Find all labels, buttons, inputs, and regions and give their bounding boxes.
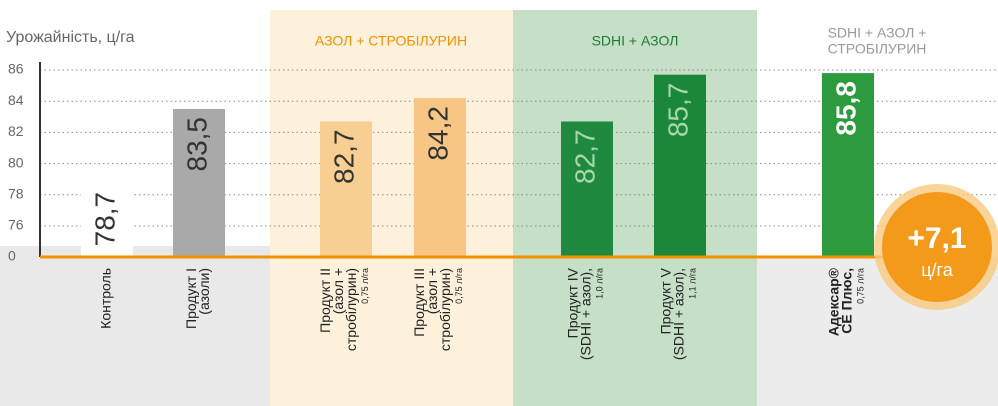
dose-label: 1,0 л/га (594, 268, 604, 299)
bar (320, 121, 372, 257)
bar (654, 74, 706, 258)
value-label: 83,5 (181, 117, 212, 172)
x-tick-label: (азол + (330, 268, 346, 314)
value-label: 84,2 (422, 106, 453, 161)
x-tick-label: Продукт V (658, 267, 674, 334)
dose-label: 0,75 л/га (855, 268, 865, 304)
y-tick-label: 80 (8, 154, 24, 170)
annotation-value: +7,1 (907, 222, 966, 255)
y-tick-label: 76 (8, 217, 24, 233)
x-tick-label: Адексар® (826, 267, 842, 336)
dose-label: 1,1 л/га (687, 268, 697, 299)
y-tick-label: 82 (8, 123, 24, 139)
y-tick-label: 86 (8, 61, 24, 77)
x-tick-label: Продукт III (411, 268, 427, 337)
value-label: 78,7 (89, 192, 120, 247)
x-tick-label: Продукт IV (565, 267, 581, 338)
x-tick-label: Продукт II (317, 268, 333, 333)
value-label: 85,7 (662, 83, 693, 137)
bar (561, 121, 613, 257)
x-tick-label: стробілурин) (437, 268, 453, 351)
value-label: 85,8 (830, 81, 861, 135)
y-tick-label: 78 (8, 186, 24, 202)
dose-label: 0,75 л/га (454, 268, 464, 304)
dose-label: 0,75 л/га (360, 268, 370, 304)
bar (822, 73, 874, 258)
x-tick-label: Контроль (98, 268, 114, 329)
x-tick-label: (азоли) (196, 268, 212, 315)
band (270, 10, 513, 406)
bar (414, 98, 466, 257)
x-tick-label: СЕ Плюс, (839, 268, 855, 334)
annotation-unit: ц/га (921, 260, 953, 280)
x-tick-label: стробілурин) (343, 268, 359, 351)
group-label: СТРОБІЛУРИН (828, 41, 927, 57)
value-label: 82,7 (569, 129, 600, 184)
x-tick-label: (SDHI + азол), (578, 268, 594, 360)
group-label: SDHI + АЗОЛ (592, 33, 679, 49)
value-label: 82,7 (328, 129, 359, 184)
y-tick-label: 0 (8, 248, 16, 264)
x-tick-label: (SDHI + азол), (671, 268, 687, 360)
bg-bottom (0, 246, 270, 406)
bar (173, 109, 225, 257)
y-axis-title: Урожайність, ц/га (6, 29, 135, 46)
badge (882, 192, 992, 302)
x-tick-label: (азол + (424, 268, 440, 314)
group-label: SDHI + АЗОЛ + (828, 25, 927, 41)
group-label: АЗОЛ + СТРОБІЛУРИН (315, 33, 467, 49)
band (513, 10, 757, 406)
bar (81, 183, 133, 257)
y-tick-label: 84 (8, 92, 24, 108)
x-tick-label: Продукт I (183, 268, 199, 329)
